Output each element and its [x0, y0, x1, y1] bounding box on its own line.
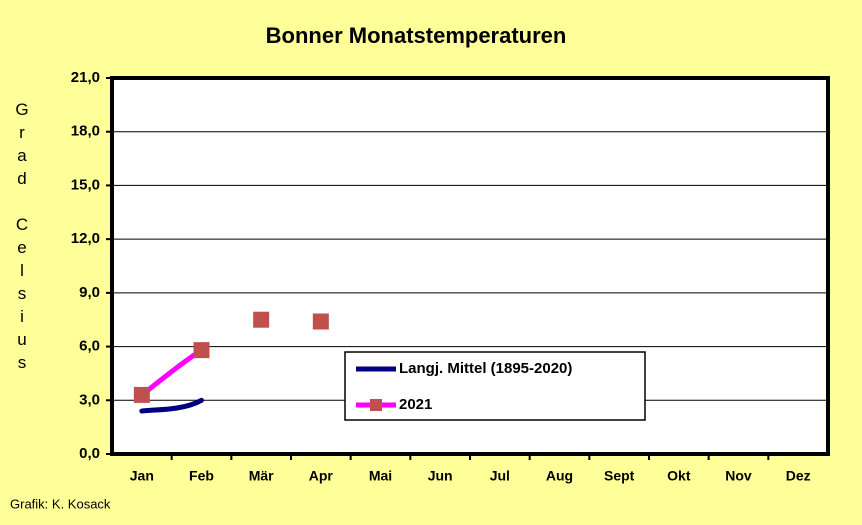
y-tick-label: 15,0	[71, 176, 100, 193]
x-tick-label: Jan	[130, 468, 154, 484]
x-tick-label: Mai	[369, 468, 392, 484]
x-tick-label: Aug	[546, 468, 573, 484]
legend-marker	[370, 399, 382, 411]
x-tick-label: Mär	[249, 468, 274, 484]
x-tick-label: Apr	[309, 468, 334, 484]
y-tick-label: 6,0	[79, 338, 100, 355]
y-tick-label: 21,0	[71, 69, 100, 86]
marker	[193, 342, 210, 359]
marker	[253, 311, 270, 328]
y-tick-label: 9,0	[79, 284, 100, 301]
y-tick-label: 12,0	[71, 230, 100, 247]
y-tick-label: 18,0	[71, 123, 100, 140]
x-tick-label: Sept	[604, 468, 635, 484]
legend-label: 2021	[399, 396, 432, 413]
marker	[133, 386, 150, 403]
x-tick-label: Feb	[189, 468, 214, 484]
y-axis-label: Grad Celsius	[13, 100, 32, 376]
footer: Grafik: K. Kosack	[10, 496, 111, 511]
x-tick-label: Dez	[786, 468, 811, 484]
x-tick-label: Jul	[490, 468, 510, 484]
chart-title: Bonner Monatstemperaturen	[266, 23, 567, 48]
x-tick-label: Okt	[667, 468, 691, 484]
marker	[312, 313, 329, 330]
x-tick-label: Jun	[428, 468, 453, 484]
x-tick-label: Nov	[725, 468, 752, 484]
legend-box	[344, 351, 646, 421]
y-tick-label: 0,0	[79, 445, 100, 462]
plot-border	[110, 76, 830, 456]
legend-label: Langj. Mittel (1895-2020)	[399, 360, 572, 377]
series-line	[139, 397, 204, 414]
y-tick-label: 3,0	[79, 391, 100, 408]
